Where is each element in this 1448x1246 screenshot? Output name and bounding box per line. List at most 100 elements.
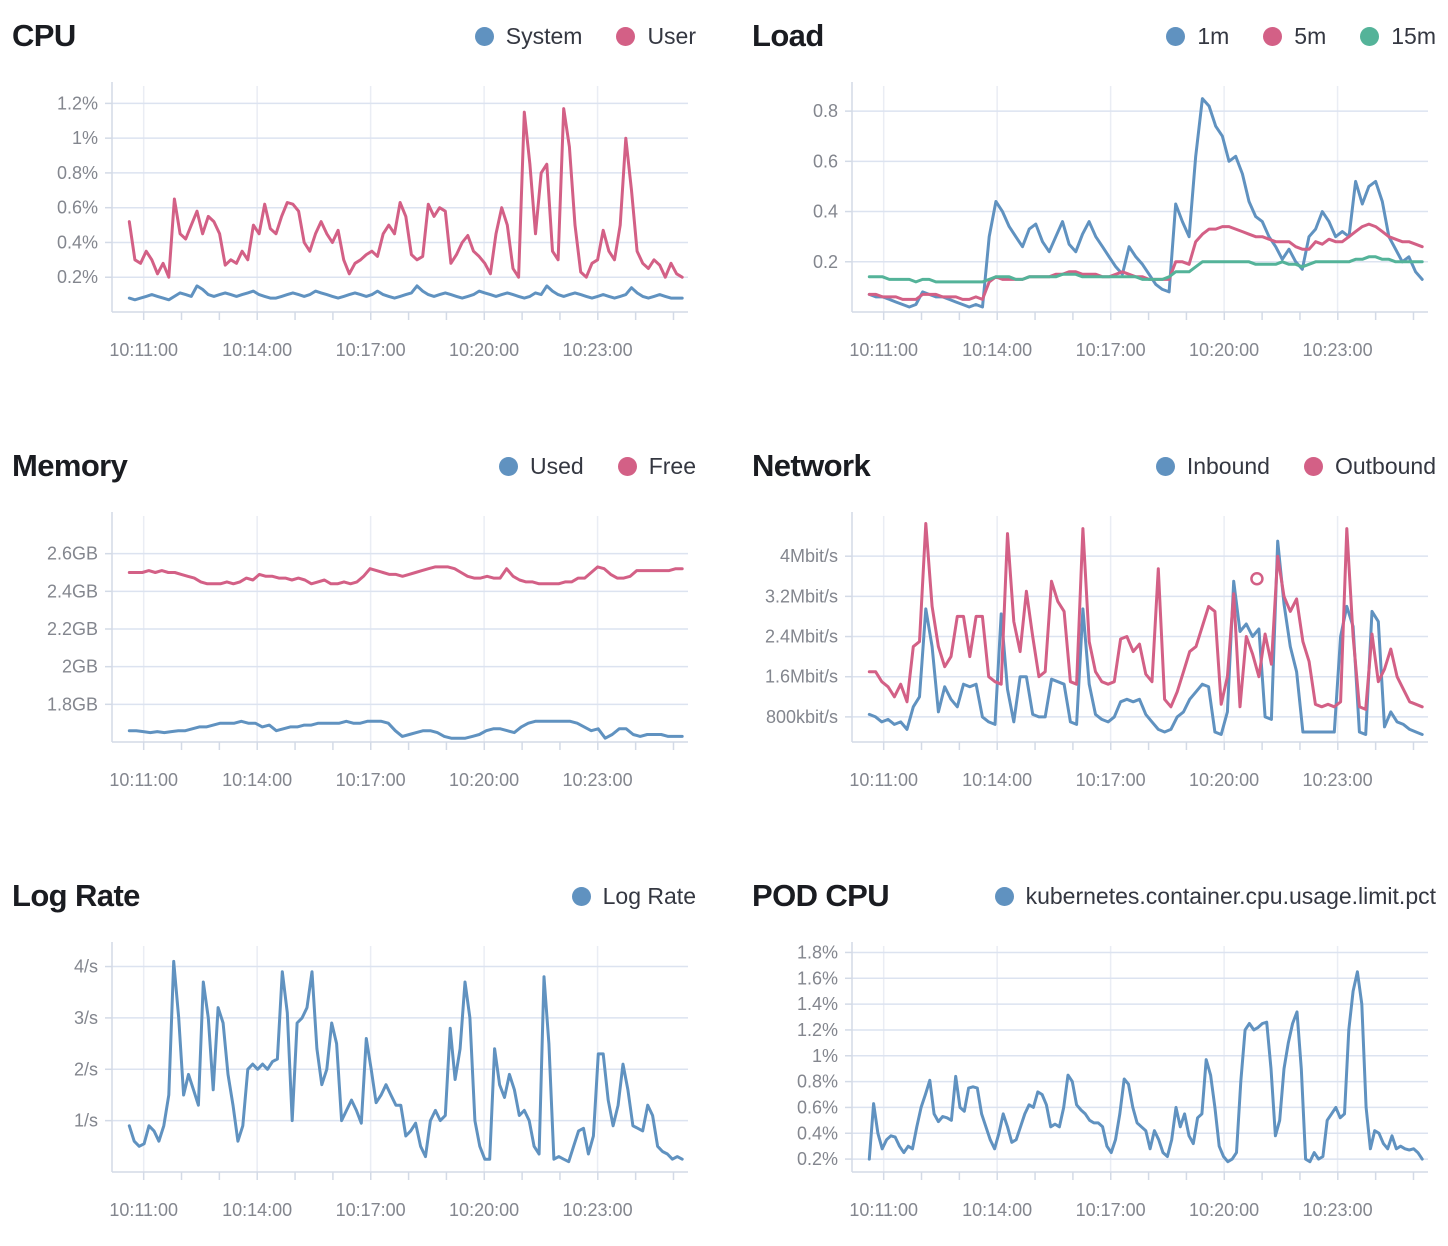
legend-item-kubernetes-container-cpu-usage-limit-pct[interactable]: kubernetes.container.cpu.usage.limit.pct (994, 882, 1436, 910)
horizontal-gridlines (852, 110, 1428, 263)
chart-title-log-rate: Log Rate (12, 878, 140, 913)
legend-dot-icon (499, 456, 518, 476)
chart-header: Memory Used Free (12, 446, 696, 486)
y-axis-labels: 1/s 2/s 3/s 4/s (74, 957, 112, 1131)
legend-item-system[interactable]: System (474, 23, 582, 50)
chart-card-network: Network Inbound Outbound 800kbit/s 1.6Mbit… (752, 446, 1436, 798)
legend: System User (474, 23, 696, 50)
x-tick-label: 10:23:00 (1303, 770, 1373, 790)
legend-item-1m[interactable]: 1m (1166, 23, 1229, 50)
series-line-log-rate (127, 959, 684, 1164)
x-tick-label: 10:20:00 (449, 1200, 519, 1220)
y-tick-label: 0.2 (813, 252, 838, 272)
legend-dot-icon (474, 26, 494, 46)
legend-dot-icon (616, 26, 636, 46)
x-tick-label: 10:14:00 (222, 1200, 292, 1220)
chart-plot-area[interactable]: 1.8GB 2GB 2.2GB 2.4GB 2.6GB 10:11:00 10:14:00 1… (12, 508, 696, 798)
x-tick-label: 10:17:00 (336, 340, 406, 360)
y-tick-label: 2/s (74, 1059, 98, 1079)
legend: kubernetes.container.cpu.usage.limit.pct (994, 882, 1436, 910)
legend-label: Free (648, 452, 696, 479)
vertical-gridlines (142, 86, 599, 312)
outlier-point-marker (1250, 572, 1264, 586)
y-tick-label: 4/s (74, 957, 98, 977)
x-tick-label: 10:23:00 (563, 340, 633, 360)
chart-svg-pod-cpu: 0.2% 0.4% 0.6% 0.8% 1% 1.2% 1.4% 1.6% 1.8% 10:11:… (797, 942, 1428, 1220)
vertical-gridlines (882, 516, 1339, 742)
series-line-used (127, 719, 684, 740)
chart-card-log-rate: Log Rate Log Rate 1/s 2/s 3/s 4/s 10:11:00 10… (12, 876, 696, 1228)
y-tick-label: 1.4% (797, 994, 838, 1014)
chart-svg-load: 0.2 0.4 0.6 0.8 10:11:00 10:14:00 10:17:00 10:2… (813, 82, 1428, 360)
y-tick-label: 1/s (74, 1111, 98, 1131)
legend-item-15m[interactable]: 15m (1360, 23, 1436, 50)
vertical-gridlines (882, 86, 1339, 312)
chart-plot-area[interactable]: 0.2% 0.4% 0.6% 0.8% 1% 1.2% 10:11:00 10:14:00 10… (12, 78, 696, 368)
x-tick-label: 10:14:00 (222, 340, 292, 360)
legend-item-log-rate[interactable]: Log Rate (571, 883, 696, 910)
chart-plot-area[interactable]: 0.2% 0.4% 0.6% 0.8% 1% 1.2% 1.4% 1.6% 1.8% 10:11:… (752, 938, 1436, 1228)
x-axis-labels: 10:11:00 10:14:00 10:17:00 10:20:00 10:23:00 (849, 340, 1372, 360)
legend-item-inbound[interactable]: Inbound (1155, 453, 1270, 480)
legend-label: User (647, 22, 696, 49)
legend-label: Outbound (1334, 452, 1436, 479)
y-tick-label: 1.2% (797, 1020, 838, 1040)
x-axis-labels: 10:11:00 10:14:00 10:17:00 10:20:00 10:23:00 (109, 1200, 632, 1220)
y-tick-label: 0.4 (813, 202, 838, 222)
x-tick-label: 10:17:00 (336, 1200, 406, 1220)
legend: Inbound Outbound (1155, 452, 1436, 480)
legend-item-user[interactable]: User (616, 23, 696, 50)
y-tick-label: 3/s (74, 1008, 98, 1028)
chart-plot-area[interactable]: 800kbit/s 1.6Mbit/s 2.4Mbit/s 3.2Mbit/s 4Mbi… (752, 508, 1436, 798)
axis-lines (111, 942, 688, 1180)
chart-title-memory: Memory (12, 448, 128, 483)
y-tick-label: 2.6GB (47, 544, 98, 564)
legend-dot-icon (1166, 26, 1186, 46)
y-axis-labels: 0.2 0.4 0.6 0.8 (813, 101, 852, 272)
axis-lines (111, 82, 688, 320)
chart-title-network: Network (752, 448, 871, 483)
x-tick-label: 10:11:00 (109, 770, 178, 790)
x-tick-label: 10:11:00 (849, 1200, 918, 1220)
x-tick-label: 10:23:00 (1303, 340, 1373, 360)
y-tick-label: 1% (812, 1046, 838, 1066)
legend-item-outbound[interactable]: Outbound (1303, 452, 1436, 480)
chart-svg-cpu: 0.2%0.4%0.6%0.8%1%1.2%10:11:00 10:14:00 10… (57, 82, 688, 360)
chart-header: Network Inbound Outbound (752, 446, 1436, 486)
y-tick-label: 1.6% (797, 968, 838, 988)
x-tick-label: 10:17:00 (1076, 770, 1146, 790)
chart-title-pod-cpu: POD CPU (752, 878, 890, 913)
y-tick-label: 0.8 (813, 101, 838, 121)
chart-plot-area[interactable]: 1/s 2/s 3/s 4/s 10:11:00 10:14:00 10:17:00 10:2… (12, 938, 696, 1228)
legend-item-5m[interactable]: 5m (1263, 23, 1326, 50)
x-tick-label: 10:11:00 (849, 770, 918, 790)
legend-dot-icon (617, 456, 637, 476)
horizontal-gridlines (112, 102, 688, 278)
legend-label: 5m (1294, 22, 1327, 49)
y-axis-labels: 800kbit/s 1.6Mbit/s 2.4Mbit/s 3.2Mbit/s 4Mbi… (765, 546, 852, 727)
chart-plot-area[interactable]: 0.2 0.4 0.6 0.8 10:11:00 10:14:00 10:17:00 10:2… (752, 78, 1436, 368)
x-axis-labels: 10:11:00 10:14:00 10:17:00 10:20:00 10:23:00 (849, 1200, 1372, 1220)
y-tick-label: 2.2GB (47, 619, 98, 639)
chart-title-cpu: CPU (12, 18, 76, 53)
y-tick-label: 1.6Mbit/s (765, 667, 838, 687)
x-tick-label: 10:14:00 (962, 340, 1032, 360)
axis-lines (111, 512, 688, 750)
legend-dot-icon (1263, 26, 1283, 46)
series-line-user (127, 107, 684, 279)
legend-item-free[interactable]: Free (617, 452, 696, 480)
y-tick-label: 0.4% (797, 1123, 838, 1143)
y-tick-label: 0.2% (797, 1149, 838, 1169)
chart-card-pod-cpu: POD CPU kubernetes.container.cpu.usage.l… (752, 876, 1436, 1228)
chart-header: POD CPU kubernetes.container.cpu.usage.l… (752, 876, 1436, 916)
x-tick-label: 10:20:00 (449, 340, 519, 360)
legend-dot-icon (1155, 456, 1175, 476)
legend-dot-icon (571, 886, 591, 906)
x-tick-label: 10:11:00 (849, 340, 918, 360)
x-tick-label: 10:14:00 (962, 770, 1032, 790)
y-tick-label: 0.6% (57, 198, 98, 218)
legend-label: kubernetes.container.cpu.usage.limit.pct (1025, 882, 1436, 909)
legend-item-used[interactable]: Used (499, 453, 584, 480)
